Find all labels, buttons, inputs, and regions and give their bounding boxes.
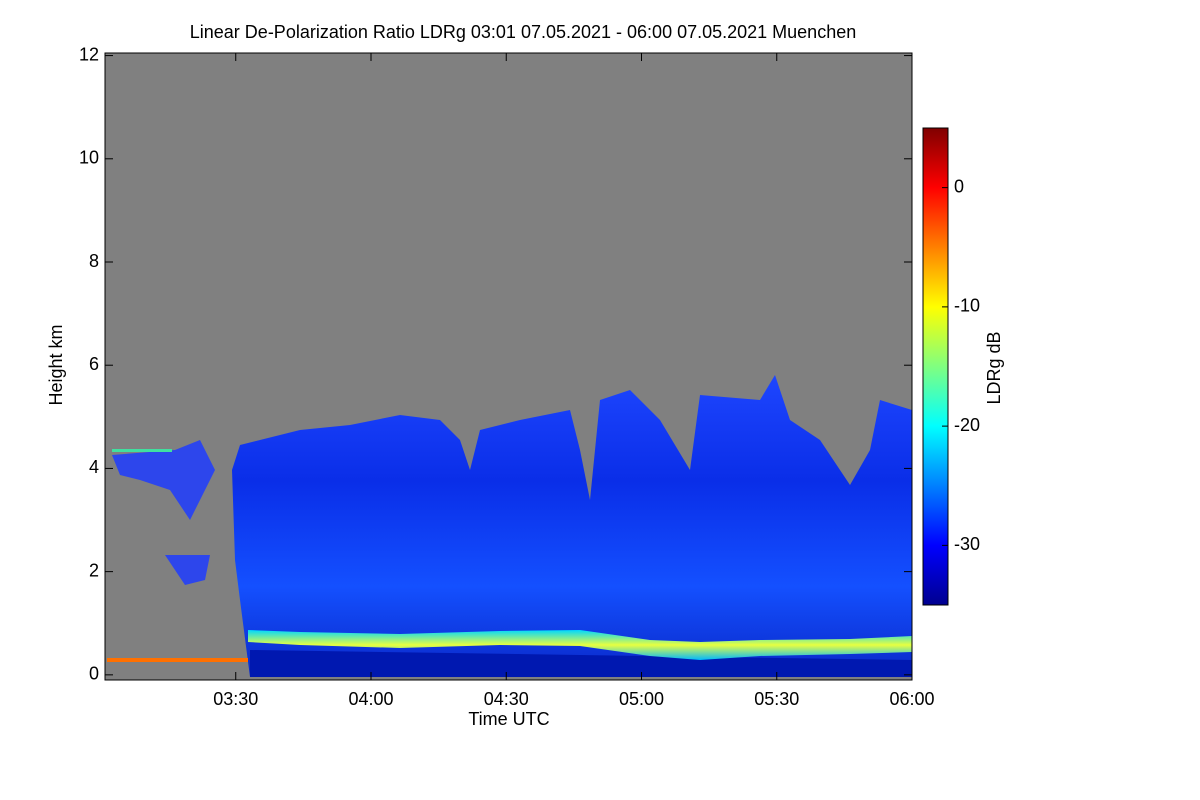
x-axis-label: Time UTC [468,709,549,729]
x-tick-label: 04:30 [484,689,529,709]
y-tick-label: 0 [89,664,99,684]
y-tick-label: 12 [79,44,99,64]
signal-region [232,375,912,677]
left-cyan-layer [112,449,172,452]
x-tick-label: 06:00 [889,689,934,709]
chart-title: Linear De-Polarization Ratio LDRg 03:01 … [190,22,856,42]
colorbar-tick-label: -10 [954,296,980,316]
left-orange-layer [107,658,248,662]
y-tick-label: 6 [89,354,99,374]
heatmap-field [104,52,913,681]
lower-dark-layer [250,650,912,677]
y-tick-label: 8 [89,251,99,271]
x-tick-label: 05:00 [619,689,664,709]
y-tick-label: 4 [89,457,99,477]
x-tick-label: 04:00 [348,689,393,709]
plot-frame [104,52,913,681]
boundary-layer-band [248,630,912,660]
left-scatter-echoes [112,440,215,585]
y-tick-label: 2 [89,560,99,580]
x-tick-label: 03:30 [213,689,258,709]
y-axis-label: Height km [46,324,66,405]
colorbar [922,127,949,606]
y-tick-label: 10 [79,148,99,168]
colorbar-label: LDRg dB [984,331,1004,404]
colorbar-tick-label: -20 [954,415,980,435]
colorbar-tick-label: 0 [954,176,964,196]
colorbar-tick-label: -30 [954,534,980,554]
x-tick-label: 05:30 [754,689,799,709]
